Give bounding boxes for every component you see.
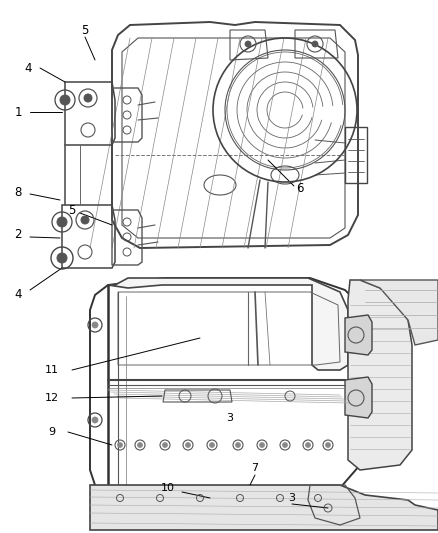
Polygon shape [90, 485, 438, 530]
Polygon shape [345, 377, 372, 418]
Circle shape [236, 442, 240, 448]
Text: 4: 4 [24, 61, 32, 75]
Circle shape [259, 442, 265, 448]
Circle shape [60, 95, 70, 105]
Circle shape [305, 442, 311, 448]
Circle shape [57, 217, 67, 227]
Circle shape [81, 216, 89, 224]
Polygon shape [345, 315, 372, 355]
Polygon shape [360, 280, 438, 345]
Circle shape [138, 442, 142, 448]
Text: 5: 5 [68, 204, 76, 216]
Circle shape [312, 41, 318, 47]
Circle shape [117, 442, 123, 448]
Text: 8: 8 [14, 185, 22, 198]
Circle shape [92, 417, 98, 423]
Circle shape [186, 442, 191, 448]
Text: 2: 2 [14, 229, 22, 241]
Text: 6: 6 [296, 182, 304, 195]
Text: 5: 5 [81, 23, 88, 36]
Text: 3: 3 [226, 413, 233, 423]
Circle shape [84, 94, 92, 102]
Text: 7: 7 [251, 463, 258, 473]
Circle shape [245, 41, 251, 47]
Text: 1: 1 [14, 106, 22, 118]
Polygon shape [348, 280, 412, 470]
Circle shape [162, 442, 167, 448]
Text: 4: 4 [14, 288, 22, 302]
Circle shape [283, 442, 287, 448]
Text: 12: 12 [45, 393, 59, 403]
Text: 9: 9 [49, 427, 56, 437]
Text: 11: 11 [45, 365, 59, 375]
Circle shape [209, 442, 215, 448]
Circle shape [325, 442, 331, 448]
Text: 10: 10 [161, 483, 175, 493]
Polygon shape [108, 278, 348, 370]
Text: 3: 3 [289, 493, 296, 503]
Circle shape [57, 253, 67, 263]
Circle shape [92, 322, 98, 328]
